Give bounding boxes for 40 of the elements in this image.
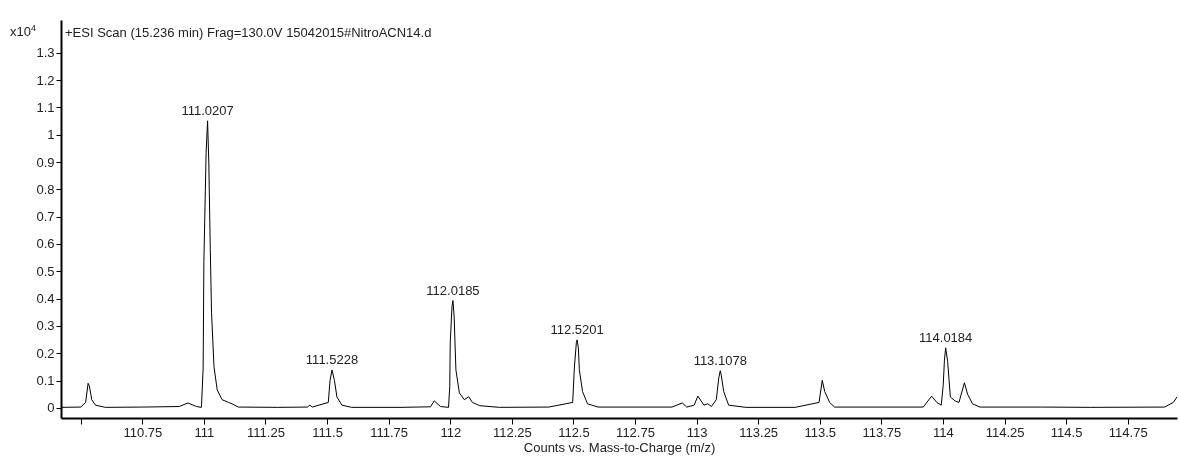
y-tick-label: 0 bbox=[47, 400, 55, 416]
y-tick-label: 1 bbox=[47, 127, 55, 143]
x-tick-label: 111.25 bbox=[247, 424, 285, 440]
y-tick-label: 1.2 bbox=[36, 72, 55, 88]
chart-title: +ESI Scan (15.236 min) Frag=130.0V 15042015#NitroACN14.d bbox=[65, 25, 432, 40]
x-tick-label: 112 bbox=[440, 424, 462, 440]
x-tick-label: 114.5 bbox=[1050, 424, 1083, 440]
x-tick-label: 113.75 bbox=[862, 424, 902, 440]
y-tick-label: 0.6 bbox=[36, 236, 55, 252]
y-tick-label: 0.9 bbox=[36, 154, 55, 170]
x-tick-label: 110.75 bbox=[123, 424, 163, 440]
y-tick-label: 1.1 bbox=[36, 99, 55, 115]
y-tick-label: 1.3 bbox=[36, 45, 55, 61]
annotation: 112.0185 bbox=[426, 282, 480, 298]
y-tick-label: 0.3 bbox=[36, 318, 55, 334]
annotation: 114.0184 bbox=[919, 329, 973, 345]
y-tick-label: 0.7 bbox=[36, 209, 55, 225]
y-tick-label: 0.8 bbox=[36, 181, 55, 197]
x-tick-label: 113 bbox=[686, 424, 708, 440]
y-tick-label: 0.2 bbox=[36, 345, 55, 361]
x-axis-title: Counts vs. Mass-to-Charge (m/z) bbox=[523, 439, 716, 455]
y-tick-label: 0.5 bbox=[36, 263, 55, 279]
annotation: 111.5228 bbox=[305, 351, 359, 367]
x-tick-label: 114 bbox=[933, 424, 954, 440]
y-axis-title: x10$^{4}$ bbox=[10, 23, 36, 40]
x-tick-label: 111.75 bbox=[370, 424, 409, 440]
x-tick-label: 113.25 bbox=[739, 424, 779, 440]
annotation: 113.1078 bbox=[693, 352, 747, 368]
annotation: 112.5201 bbox=[550, 321, 604, 337]
x-tick-label: 113.5 bbox=[804, 424, 837, 440]
x-tick-label: 112.5 bbox=[558, 424, 590, 440]
x-tick-label: 114.75 bbox=[1108, 424, 1148, 440]
x-tick-label: 114.25 bbox=[985, 424, 1025, 440]
x-tick-label: 112.25 bbox=[492, 424, 532, 440]
annotation: 111.0207 bbox=[181, 102, 234, 118]
x-tick-label: 111 bbox=[194, 424, 215, 440]
x-tick-label: 111.5 bbox=[312, 424, 343, 440]
x-tick-label: 112.75 bbox=[616, 424, 655, 440]
y-tick-label: 0.4 bbox=[36, 291, 55, 307]
y-tick-label: 0.1 bbox=[36, 373, 55, 389]
